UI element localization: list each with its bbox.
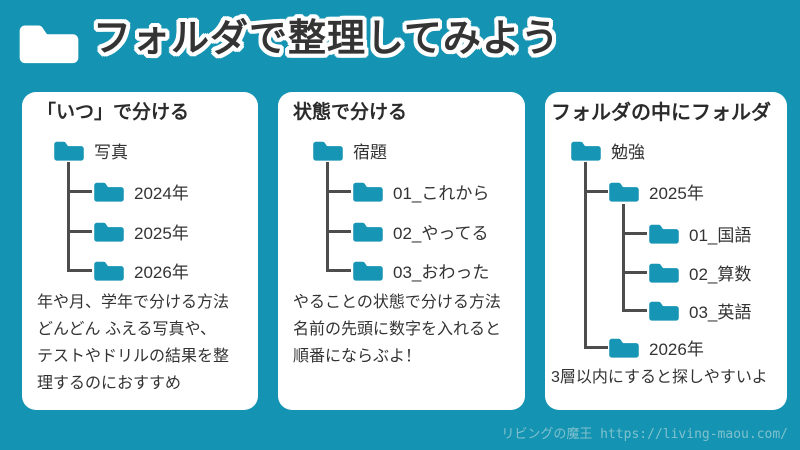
description-line: 順番にならぶよ！ — [293, 348, 422, 365]
title-folder-icon — [16, 17, 82, 67]
folder-icon — [92, 179, 126, 203]
tree-connector — [585, 346, 608, 349]
tree-node: 01_これから — [351, 179, 489, 203]
description-line: 3層以内にすると探しやすいよ — [551, 369, 768, 386]
folder-icon — [647, 298, 681, 322]
folder-label: 2025年 — [649, 183, 704, 203]
tree-connector — [585, 190, 608, 193]
folder-icon — [92, 219, 126, 243]
tree-connector — [327, 230, 351, 233]
tree-node: 01_国語 — [647, 221, 751, 245]
folder-label: 宿題 — [353, 142, 387, 162]
card-nested-folders: フォルダの中にフォルダ 勉強 2025年 01_国語 02 — [545, 92, 787, 410]
folder-label: 2024年 — [134, 183, 189, 203]
folder-label: 勉強 — [611, 142, 645, 162]
folder-icon — [647, 260, 681, 284]
description-line: どんどん ふえる写真や、 — [37, 321, 217, 338]
tree-node: 02_算数 — [647, 260, 751, 284]
folder-label: 2026年 — [134, 262, 189, 282]
tree-node-root: 写真 — [52, 138, 128, 162]
card-heading: フォルダの中にフォルダ — [551, 102, 771, 124]
tree-node-root: 勉強 — [569, 138, 645, 162]
card-divide-by-status: 状態で分ける 宿題 01_これから 02_やってる 03_おわった — [278, 92, 525, 410]
folder-icon — [351, 179, 385, 203]
tree-connector — [67, 162, 70, 272]
tree-node: 2026年 — [92, 258, 189, 282]
folder-tree: 勉強 2025年 01_国語 02_算数 03_英語 2026年 — [545, 92, 787, 410]
folder-label: 03_英語 — [689, 302, 752, 322]
card-heading: 「いつ」で分ける — [37, 102, 190, 123]
description-line: 年や月、学年で分ける方法 — [37, 294, 230, 311]
card-heading: 状態で分ける — [293, 102, 408, 123]
folder-icon — [607, 335, 641, 359]
description-line: 名前の先頭に数字を入れると — [293, 321, 502, 338]
tree-connector — [623, 232, 647, 235]
folder-label: 01_国語 — [689, 225, 752, 245]
folder-icon — [351, 219, 385, 243]
folder-label: 02_やってる — [393, 223, 489, 243]
tree-connector — [622, 204, 625, 312]
tree-connector — [68, 269, 92, 272]
site-credit: リビングの魔王 https://living-maou.com/ — [501, 427, 788, 442]
tree-node: 03_英語 — [647, 298, 751, 322]
tree-node: 2026年 — [607, 335, 704, 359]
folder-icon — [607, 179, 641, 203]
card-divide-by-when: 「いつ」で分ける 写真 2024年 2025年 2026年 — [22, 92, 258, 410]
tree-connector — [623, 309, 647, 312]
folder-icon — [569, 138, 603, 162]
tree-connector — [584, 162, 587, 349]
folder-icon — [52, 138, 86, 162]
description-line: やることの状態で分ける方法 — [293, 294, 501, 311]
folder-icon — [647, 221, 681, 245]
tree-node: 02_やってる — [351, 219, 489, 243]
tree-node: 03_おわった — [351, 258, 489, 282]
folder-tree: 宿題 01_これから 02_やってる 03_おわった — [278, 92, 525, 410]
tree-connector — [623, 271, 647, 274]
tree-node: 2025年 — [92, 219, 189, 243]
folder-icon — [92, 258, 126, 282]
description-line: テストやドリルの結果を整 — [37, 348, 230, 365]
folder-icon — [311, 138, 345, 162]
card-description: 年や月、学年で分ける方法 どんどん ふえる写真や、 テストやドリルの結果を整 理… — [37, 289, 229, 397]
tree-node: 2024年 — [92, 179, 189, 203]
page-title: フォルダで整理してみよう — [93, 18, 560, 60]
folder-icon — [351, 258, 385, 282]
card-description: やることの状態で分ける方法 名前の先頭に数字を入れると 順番にならぶよ！ — [293, 289, 501, 370]
folder-label: 写真 — [94, 142, 128, 162]
card-description: 3層以内にすると探しやすいよ — [551, 364, 768, 391]
description-line: 理するのにおすすめ — [37, 375, 182, 392]
tree-connector — [327, 269, 351, 272]
tree-connector — [327, 190, 351, 193]
tree-connector — [326, 162, 329, 272]
tree-node: 2025年 — [607, 179, 704, 203]
folder-label: 2026年 — [649, 339, 704, 359]
folder-label: 02_算数 — [689, 264, 752, 284]
folder-label: 03_おわった — [393, 262, 490, 282]
folder-tree: 写真 2024年 2025年 2026年 — [22, 92, 258, 410]
folder-label: 01_これから — [393, 183, 490, 203]
tree-connector — [68, 190, 92, 193]
folder-label: 2025年 — [134, 223, 189, 243]
tree-connector — [68, 230, 92, 233]
tree-node-root: 宿題 — [311, 138, 387, 162]
